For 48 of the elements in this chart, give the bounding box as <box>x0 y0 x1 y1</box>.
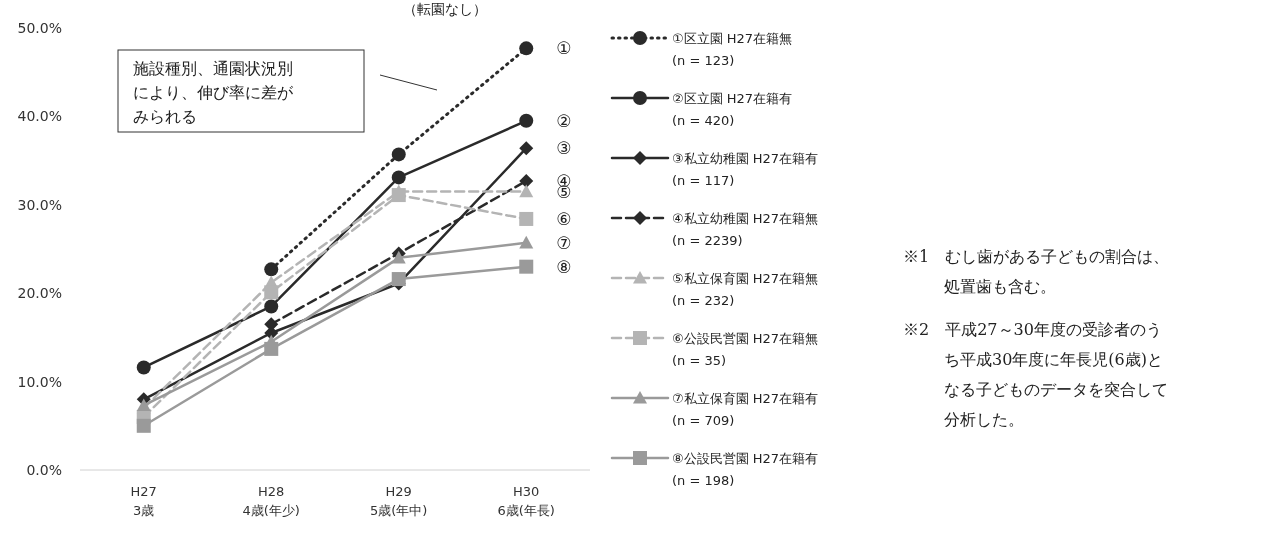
chart-subtitle: （転園なし） <box>403 1 487 17</box>
point <box>391 272 406 287</box>
point <box>136 360 151 375</box>
point <box>519 259 534 274</box>
y-tick-label: 50.0% <box>17 20 62 36</box>
text: ※2 平成27～30年度の受診者のうち平成30年度に年長児(6歳)となる子どものデータを突合して分析した。 <box>903 320 1168 429</box>
point <box>264 299 279 314</box>
annotation: ⑧ <box>556 256 572 277</box>
point <box>519 235 534 249</box>
y-tick-label: 40.0% <box>17 108 62 125</box>
x-tick-label: H29 5歳(年中) <box>370 484 428 518</box>
annotation: ② <box>556 110 572 131</box>
x-tick-label: H27 3歳 <box>130 484 157 518</box>
point <box>391 188 406 203</box>
x-tick-label: H28 4歳(年少) <box>242 484 300 518</box>
text: ※1 むし歯がある子どもの割合は、処置歯も含む。 <box>903 247 1170 296</box>
annotation: ⑥ <box>556 208 572 229</box>
point <box>136 418 151 433</box>
y-tick-label: 0.0% <box>26 462 62 478</box>
point <box>391 147 406 162</box>
legend-label: ⑥公設民営園 H27在籍無 (n = 35) <box>672 331 819 368</box>
point <box>391 250 406 264</box>
point <box>264 262 279 277</box>
point <box>264 341 279 356</box>
legend-label: ⑦私立保育園 H27在籍有 (n = 709) <box>672 391 819 428</box>
y-tick-label: 10.0% <box>17 373 62 390</box>
legend-label: ①区立園 H27在籍無 (n = 123) <box>672 31 793 68</box>
annotation: ③ <box>556 138 572 159</box>
point <box>519 41 534 56</box>
callout: 施設種別、通園状況別により、伸び率に差がみられる <box>117 49 438 133</box>
annotation: ⑦ <box>556 232 572 253</box>
point <box>519 141 534 156</box>
point <box>519 113 534 128</box>
point <box>264 285 279 300</box>
point <box>391 170 406 185</box>
legend-label: ⑧公設民営園 H27在籍有 (n = 198) <box>672 451 819 488</box>
legend-label: ③私立幼稚園 H27在籍有 (n = 117) <box>672 151 819 188</box>
y-tick-label: 20.0% <box>17 285 62 302</box>
annotation: 施設種別、通園状況別により、伸び率に差がみられる <box>133 59 294 126</box>
legend-label: ②区立園 H27在籍有 (n = 420) <box>672 91 793 128</box>
annotation: ① <box>556 38 572 59</box>
y-tick-label: 30.0% <box>17 196 62 213</box>
legend-label: ④私立幼稚園 H27在籍無 (n = 2239) <box>672 211 819 248</box>
point <box>519 173 534 188</box>
point <box>519 184 534 198</box>
x-tick-label: H30 6歳(年長) <box>497 484 555 518</box>
legend-label: ⑤私立保育園 H27在籍無 (n = 232) <box>672 271 819 308</box>
point <box>519 211 534 226</box>
